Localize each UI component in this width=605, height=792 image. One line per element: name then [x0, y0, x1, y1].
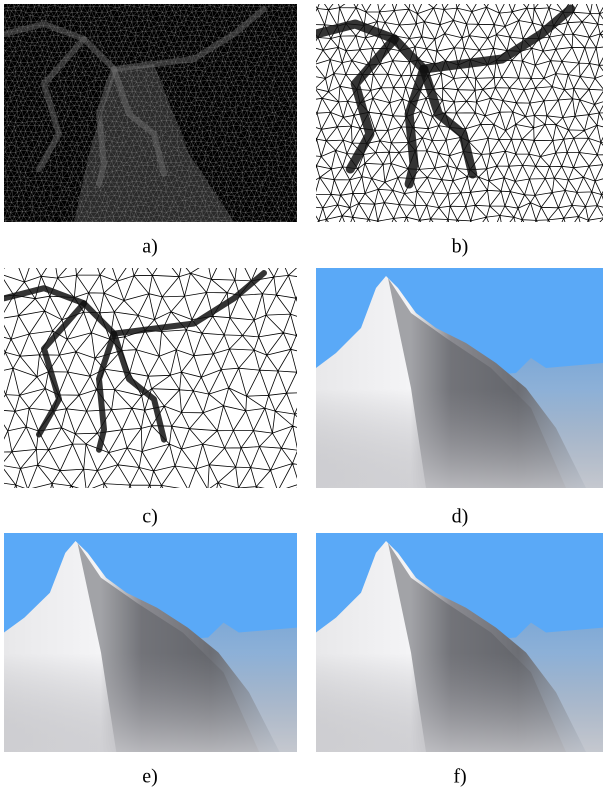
- panel-image: [0, 254, 330, 509]
- panel-label: a): [142, 236, 158, 258]
- panel-label: f): [453, 766, 466, 788]
- panel-image: [0, 0, 305, 227]
- foreground-mist: [316, 389, 603, 488]
- panel-image: [316, 268, 603, 488]
- panel-label: b): [452, 236, 469, 258]
- figure: a) b) c) d) e) f): [0, 0, 605, 792]
- foreground-mist: [316, 653, 603, 752]
- panel-label: d): [452, 506, 469, 528]
- panel-image: [307, 0, 605, 234]
- foreground-mist: [4, 653, 297, 752]
- panel-image: [4, 533, 297, 752]
- panel-label: c): [142, 506, 158, 528]
- panel-label: e): [142, 766, 158, 788]
- panel-image: [316, 533, 603, 752]
